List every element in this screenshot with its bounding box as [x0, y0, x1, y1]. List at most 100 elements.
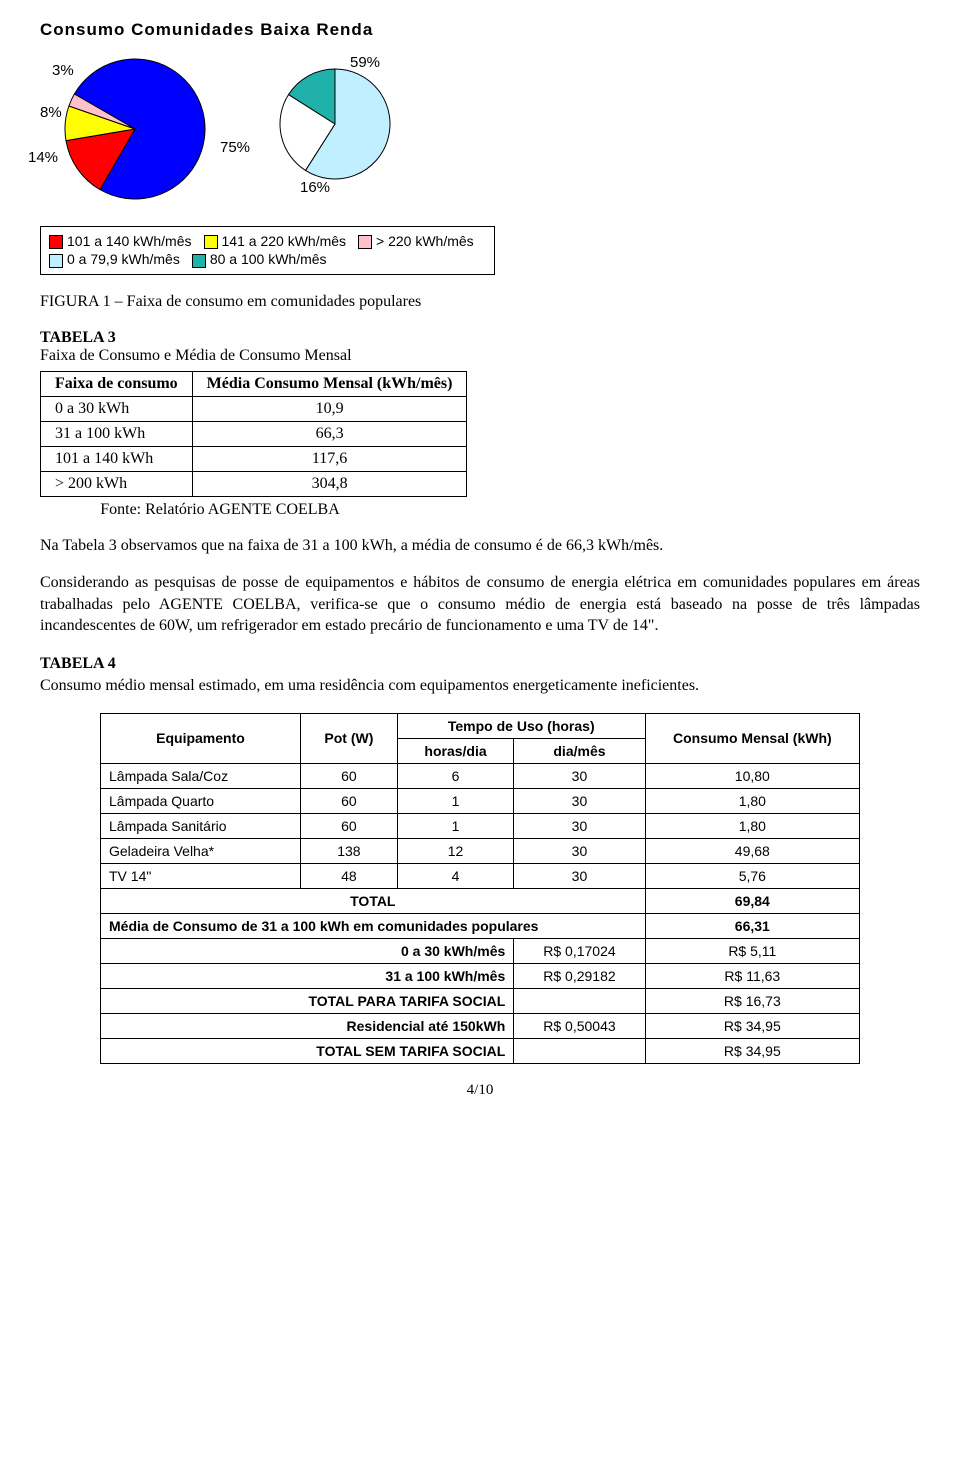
t4-cons: 1,80 [645, 813, 859, 838]
t4-tarifa-val: R$ 11,63 [645, 963, 859, 988]
t4-pot: 48 [300, 863, 397, 888]
t4-total-sem-val: R$ 34,95 [645, 1038, 859, 1063]
legend-item: > 220 kWh/mês [358, 233, 474, 249]
t4-hdia: 1 [397, 813, 513, 838]
t4-h-cons: Consumo Mensal (kWh) [645, 713, 859, 763]
table-row: 0 a 30 kWh/mêsR$ 0,17024R$ 5,11 [101, 938, 860, 963]
pie2-label-16: 16% [300, 179, 330, 196]
tabela3-title: TABELA 3 [40, 329, 920, 347]
table-row: > 200 kWh304,8 [41, 471, 467, 496]
legend-item: 0 a 79,9 kWh/mês [49, 251, 180, 267]
tabela3-subtitle: Faixa de Consumo e Média de Consumo Mens… [40, 347, 920, 365]
t4-h-dmes: dia/mês [514, 738, 645, 763]
t4-total-sem-label: TOTAL SEM TARIFA SOCIAL [101, 1038, 514, 1063]
pie-chart-2: 59% 16% [270, 44, 410, 209]
legend-swatch [358, 235, 372, 249]
table-row: Lâmpada Sanitário601301,80 [101, 813, 860, 838]
t4-total-social-empty [514, 988, 645, 1013]
t4-hdia: 6 [397, 763, 513, 788]
t4-hdia: 4 [397, 863, 513, 888]
t4-dmes: 30 [514, 813, 645, 838]
legend-swatch [192, 254, 206, 268]
t4-total-label: TOTAL [101, 888, 646, 913]
chart-title: Consumo Comunidades Baixa Renda [40, 20, 920, 40]
t4-total-social-val: R$ 16,73 [645, 988, 859, 1013]
t4-pot: 60 [300, 763, 397, 788]
tabela4: Equipamento Pot (W) Tempo de Uso (horas)… [100, 713, 860, 1064]
t4-cons: 5,76 [645, 863, 859, 888]
t3-h2-text: Média Consumo Mensal (kWh/mês) [207, 375, 453, 392]
pie-chart-1: 3% 8% 14% 75% [40, 44, 240, 209]
legend-item: 141 a 220 kWh/mês [204, 233, 347, 249]
t4-cons: 10,80 [645, 763, 859, 788]
legend-swatch [204, 235, 218, 249]
legend-item: 101 a 140 kWh/mês [49, 233, 192, 249]
t3-media: 304,8 [192, 471, 467, 496]
t4-h-pot: Pot (W) [300, 713, 397, 763]
pie-charts: 3% 8% 14% 75% 59% 16% [40, 44, 920, 214]
t4-total-val: 69,84 [645, 888, 859, 913]
t4-pot: 138 [300, 838, 397, 863]
t4-equip: TV 14" [101, 863, 301, 888]
table-row: Lâmpada Sala/Coz6063010,80 [101, 763, 860, 788]
paragraph-2: Considerando as pesquisas de posse de eq… [40, 572, 920, 637]
pie1-label-14: 14% [28, 149, 58, 166]
figura1-caption: FIGURA 1 – Faixa de consumo em comunidad… [40, 293, 920, 311]
t4-pot: 60 [300, 788, 397, 813]
legend-swatch [49, 235, 63, 249]
table-row: 101 a 140 kWh117,6 [41, 446, 467, 471]
table-row: Geladeira Velha*138123049,68 [101, 838, 860, 863]
chart-legend: 101 a 140 kWh/mês 141 a 220 kWh/mês > 220 … [40, 226, 495, 275]
tabela3: Faixa de consumo Média Consumo Mensal (k… [40, 371, 467, 497]
t4-res150-unit: R$ 0,50043 [514, 1013, 645, 1038]
t4-tarifa-unit: R$ 0,17024 [514, 938, 645, 963]
t3-faixa: > 200 kWh [41, 471, 193, 496]
t4-hdia: 1 [397, 788, 513, 813]
t4-dmes: 30 [514, 788, 645, 813]
t4-h-tempo: Tempo de Uso (horas) [397, 713, 645, 738]
t4-cons: 1,80 [645, 788, 859, 813]
t4-res150-label: Residencial até 150kWh [101, 1013, 514, 1038]
t4-tarifa-faixa: 0 a 30 kWh/mês [101, 938, 514, 963]
table-row: 0 a 30 kWh10,9 [41, 396, 467, 421]
t4-dmes: 30 [514, 838, 645, 863]
table-row: TV 14"484305,76 [101, 863, 860, 888]
pie1-label-75: 75% [220, 139, 250, 156]
t4-total-social-label: TOTAL PARA TARIFA SOCIAL [101, 988, 514, 1013]
tabela4-title: TABELA 4 [40, 655, 920, 673]
t4-h-hdia: horas/dia [397, 738, 513, 763]
t4-tarifa-val: R$ 5,11 [645, 938, 859, 963]
t4-equip: Lâmpada Sala/Coz [101, 763, 301, 788]
t3-faixa: 101 a 140 kWh [41, 446, 193, 471]
t4-res150-val: R$ 34,95 [645, 1013, 859, 1038]
pie2-label-59: 59% [350, 54, 380, 71]
t4-tarifa-unit: R$ 0,29182 [514, 963, 645, 988]
page-number: 4/10 [40, 1082, 920, 1099]
t3-media: 10,9 [192, 396, 467, 421]
t4-h-equip: Equipamento [101, 713, 301, 763]
t4-equip: Geladeira Velha* [101, 838, 301, 863]
t4-cons: 49,68 [645, 838, 859, 863]
table-row: Lâmpada Quarto601301,80 [101, 788, 860, 813]
tabela3-fonte: Fonte: Relatório AGENTE COELBA [40, 501, 400, 519]
t3-faixa: 0 a 30 kWh [41, 396, 193, 421]
t3-h1: Faixa de consumo [41, 371, 193, 396]
table-row: 31 a 100 kWh/mêsR$ 0,29182R$ 11,63 [101, 963, 860, 988]
pie1-label-8: 8% [40, 104, 62, 121]
t4-media-val: 66,31 [645, 913, 859, 938]
t4-media-label: Média de Consumo de 31 a 100 kWh em comu… [101, 913, 646, 938]
t3-h2: Média Consumo Mensal (kWh/mês) [192, 371, 467, 396]
t3-media: 66,3 [192, 421, 467, 446]
t4-total-sem-empty [514, 1038, 645, 1063]
t4-tarifa-faixa: 31 a 100 kWh/mês [101, 963, 514, 988]
t4-hdia: 12 [397, 838, 513, 863]
pie1-label-3: 3% [52, 62, 74, 79]
legend-item: 80 a 100 kWh/mês [192, 251, 327, 267]
t4-equip: Lâmpada Quarto [101, 788, 301, 813]
tabela4-subtitle: Consumo médio mensal estimado, em uma re… [40, 675, 920, 697]
t4-pot: 60 [300, 813, 397, 838]
t3-faixa: 31 a 100 kWh [41, 421, 193, 446]
t3-media: 117,6 [192, 446, 467, 471]
table-row: 31 a 100 kWh66,3 [41, 421, 467, 446]
paragraph-1: Na Tabela 3 observamos que na faixa de 3… [40, 535, 920, 557]
